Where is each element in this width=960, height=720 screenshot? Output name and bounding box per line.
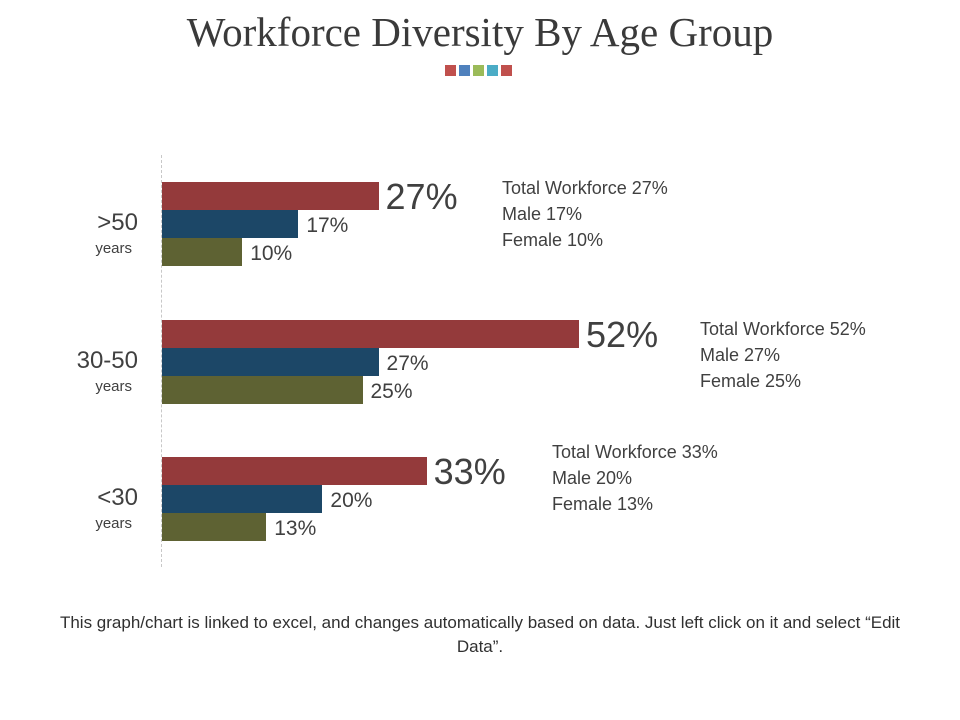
decoration-square xyxy=(501,65,512,76)
bar-total xyxy=(162,457,427,485)
bar-total xyxy=(162,182,379,210)
data-label-female: 25% xyxy=(370,380,413,403)
data-label-male: 27% xyxy=(386,352,429,375)
decoration-square xyxy=(473,65,484,76)
footer-note: This graph/chart is linked to excel, and… xyxy=(59,613,901,656)
bar-female xyxy=(162,238,243,266)
summary-line: Total Workforce 33% xyxy=(552,442,718,462)
category-sublabel: years xyxy=(95,378,132,395)
data-label-female: 10% xyxy=(250,242,293,265)
decoration-square xyxy=(445,65,456,76)
category-axis-line xyxy=(161,155,162,567)
decoration-square xyxy=(487,65,498,76)
chart-title: Workforce Diversity By Age Group xyxy=(186,9,774,55)
summary-line: Female 10% xyxy=(502,230,604,250)
category-sublabel: years xyxy=(95,240,132,257)
summary-line: Total Workforce 52% xyxy=(700,319,866,339)
bar-male xyxy=(162,348,379,376)
bar-total xyxy=(162,320,580,348)
category-label: >50 xyxy=(97,209,138,236)
summary-line: Total Workforce 27% xyxy=(502,178,668,198)
bar-female xyxy=(162,376,363,404)
data-label-female: 13% xyxy=(274,517,317,540)
title-decoration xyxy=(445,65,515,76)
group-summary: Total Workforce 52% Male 27% Female 25% xyxy=(700,316,866,394)
summary-line: Male 27% xyxy=(700,345,781,365)
group-summary: Total Workforce 27% Male 17% Female 10% xyxy=(502,175,668,253)
summary-line: Female 13% xyxy=(552,494,654,514)
category-label: 30-50 xyxy=(76,347,138,374)
summary-line: Male 17% xyxy=(502,204,583,224)
data-label-total: 33% xyxy=(433,451,506,492)
data-label-total: 52% xyxy=(586,314,659,355)
bar-male xyxy=(162,485,323,513)
data-label-total: 27% xyxy=(385,176,458,217)
category-sublabel: years xyxy=(95,515,132,532)
group-summary: Total Workforce 33% Male 20% Female 13% xyxy=(552,439,718,517)
summary-line: Male 20% xyxy=(552,468,633,488)
bar-female xyxy=(162,513,267,541)
decoration-square xyxy=(459,65,470,76)
category-label: <30 xyxy=(97,484,138,511)
data-label-male: 17% xyxy=(306,214,349,237)
data-label-male: 20% xyxy=(330,489,373,512)
summary-line: Female 25% xyxy=(700,371,802,391)
bar-male xyxy=(162,210,299,238)
